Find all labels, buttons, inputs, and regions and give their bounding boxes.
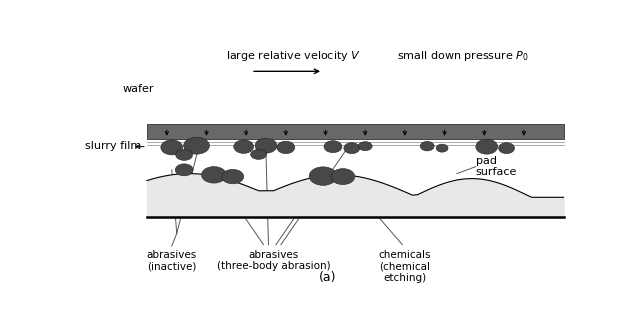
Ellipse shape [476, 139, 498, 154]
Text: chemicals
(chemical
etching): chemicals (chemical etching) [379, 250, 431, 283]
Text: abrasives
(three-body abrasion): abrasives (three-body abrasion) [216, 250, 330, 271]
Ellipse shape [358, 142, 372, 151]
Text: (a): (a) [319, 271, 337, 284]
Ellipse shape [161, 140, 182, 155]
Ellipse shape [344, 143, 360, 154]
Bar [147, 124, 564, 139]
Ellipse shape [175, 164, 193, 176]
Ellipse shape [202, 167, 227, 183]
Ellipse shape [499, 143, 515, 154]
Text: small down pressure $P_0$: small down pressure $P_0$ [397, 49, 529, 64]
Ellipse shape [255, 138, 277, 153]
Ellipse shape [331, 168, 355, 185]
Text: large relative velocity $V$: large relative velocity $V$ [227, 49, 361, 64]
Text: slurry film: slurry film [85, 141, 141, 151]
Ellipse shape [436, 144, 448, 152]
Ellipse shape [184, 137, 209, 154]
Text: wafer: wafer [122, 84, 154, 94]
Ellipse shape [234, 140, 253, 153]
Ellipse shape [176, 149, 193, 160]
Ellipse shape [277, 141, 295, 154]
Text: abrasives
(inactive): abrasives (inactive) [147, 250, 197, 271]
Ellipse shape [222, 169, 244, 184]
Ellipse shape [309, 167, 337, 185]
Ellipse shape [420, 141, 434, 151]
Ellipse shape [251, 149, 266, 159]
Ellipse shape [324, 141, 342, 153]
Text: pad
surface: pad surface [476, 156, 517, 178]
